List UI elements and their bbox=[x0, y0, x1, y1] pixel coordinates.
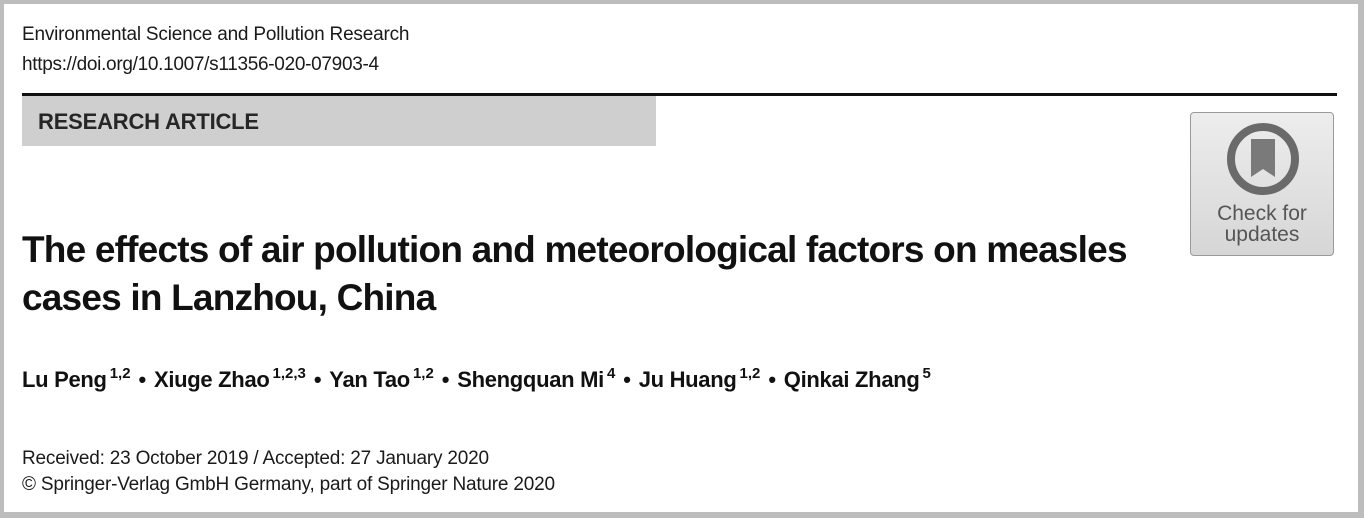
article-dates: Received: 23 October 2019 / Accepted: 27… bbox=[22, 448, 489, 469]
author-name[interactable]: Shengquan Mi bbox=[457, 367, 604, 392]
author-name[interactable]: Yan Tao bbox=[329, 367, 410, 392]
article-type-banner: RESEARCH ARTICLE bbox=[22, 96, 656, 146]
author-separator: • bbox=[441, 367, 450, 392]
author-separator: • bbox=[768, 367, 776, 392]
header-rule bbox=[22, 93, 1337, 96]
author-affiliation: 1,2 bbox=[109, 365, 131, 382]
author-separator: • bbox=[623, 367, 631, 392]
author-list: Lu Peng 1,2 • Xiuge Zhao 1,2,3 • Yan Tao 1,2 • Sh… bbox=[22, 365, 931, 393]
author-name[interactable]: Lu Peng bbox=[22, 367, 107, 392]
article-title: The effects of air pollution and meteoro… bbox=[22, 229, 1128, 318]
badge-line2: updates bbox=[1224, 223, 1300, 246]
author-name[interactable]: Ju Huang bbox=[638, 367, 737, 392]
doi-link[interactable]: https://doi.org/10.1007/s11356-020-07903… bbox=[22, 54, 379, 75]
check-for-updates-button[interactable]: Check for updates bbox=[1190, 112, 1334, 256]
author-affiliation: 5 bbox=[922, 365, 931, 382]
author-affiliation: 1,2,3 bbox=[272, 365, 306, 382]
author-name[interactable]: Qinkai Zhang bbox=[783, 367, 920, 392]
author-name[interactable]: Xiuge Zhao bbox=[153, 367, 270, 392]
author-affiliation: 1,2 bbox=[739, 365, 761, 382]
badge-line1: Check for bbox=[1217, 202, 1307, 225]
article-header-page: Environmental Science and Pollution Rese… bbox=[4, 4, 1358, 512]
article-type-label: RESEARCH ARTICLE bbox=[38, 109, 259, 134]
check-for-updates-icon bbox=[1227, 123, 1299, 195]
check-for-updates-label: Check for updates bbox=[1191, 203, 1333, 245]
copyright-notice: © Springer-Verlag GmbH Germany, part of … bbox=[22, 474, 555, 495]
author-affiliation: 1,2 bbox=[412, 365, 434, 382]
journal-name: Environmental Science and Pollution Rese… bbox=[22, 24, 410, 45]
author-separator: • bbox=[138, 367, 147, 392]
author-separator: • bbox=[313, 367, 322, 392]
author-affiliation: 4 bbox=[606, 365, 616, 382]
